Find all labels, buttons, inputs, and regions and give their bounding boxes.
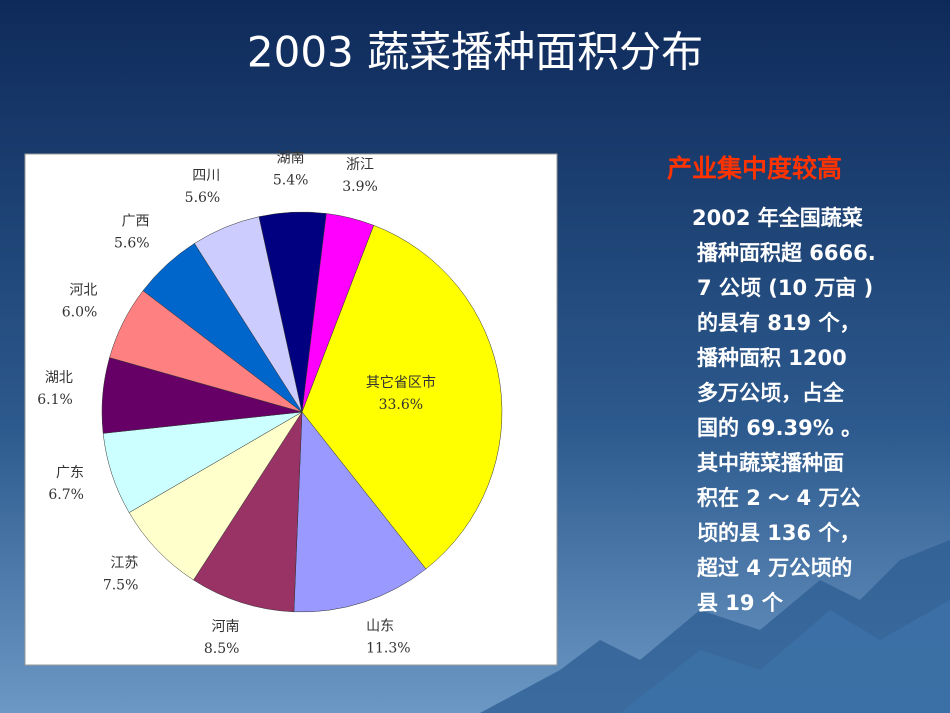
slide-title: 2003 蔬菜播种面积分布 [247, 28, 703, 77]
slice-value-label: 5.4% [273, 172, 309, 188]
slice-label: 湖北 [45, 370, 73, 386]
slice-label: 山东 [366, 618, 394, 634]
slice-value-label: 8.5% [204, 641, 240, 657]
sidebar-line: 的县有 819 个， [697, 311, 860, 335]
slice-label: 河南 [211, 619, 239, 635]
slice-label: 广西 [122, 213, 150, 229]
slice-label: 江苏 [110, 556, 138, 572]
sidebar-line: 播种面积 1200 [697, 346, 847, 370]
sidebar-line: 播种面积超 6666. [697, 241, 876, 265]
sidebar-heading: 产业集中度较高 [667, 154, 842, 183]
slice-label: 四川 [192, 168, 220, 184]
mountains-front [620, 600, 950, 713]
slice-value-label: 33.6% [379, 397, 423, 413]
slice-label: 浙江 [346, 157, 374, 173]
slice-label: 湖南 [277, 150, 305, 166]
slice-label: 其它省区市 [366, 374, 436, 391]
sidebar-line: 其中蔬菜播种面 [697, 451, 844, 475]
pie: 其它省区市 33.6% 山东 11.3% 河南 8.5% 江苏 7.5% 广东 6.7% 湖北 6.1… [37, 150, 503, 657]
slice-value-label: 5.6% [185, 190, 221, 206]
sidebar-line: 多万公顷，占全 [697, 381, 845, 405]
sidebar-line: 县 19 个 [697, 591, 784, 615]
slice-value-label: 6.0% [62, 305, 98, 321]
sidebar-line: 国的 69.39% 。 [697, 416, 862, 440]
pie-slice [301, 224, 503, 570]
sidebar-line: 2002 年全国蔬菜 [692, 206, 863, 230]
slice-value-label: 7.5% [103, 578, 139, 594]
slice-label: 河北 [69, 283, 97, 299]
pie-slice [301, 213, 374, 413]
slice-label: 广东 [56, 465, 84, 481]
pie-slice [293, 411, 427, 613]
slice-value-label: 3.9% [342, 179, 378, 195]
slice-value-label: 11.3% [366, 640, 410, 656]
slice-value-label: 5.6% [114, 235, 150, 251]
sidebar-line: 超过 4 万公顷的 [697, 556, 852, 580]
sidebar-line: 顷的县 136 个， [697, 521, 860, 545]
slice-value-label: 6.1% [37, 392, 73, 408]
pie-slice [193, 411, 303, 613]
sidebar-line: 7 公顷 (10 万亩 ) [697, 276, 873, 300]
slice-value-label: 6.7% [48, 487, 84, 503]
sidebar-line: 积在 2 ～ 4 万公 [697, 486, 860, 510]
